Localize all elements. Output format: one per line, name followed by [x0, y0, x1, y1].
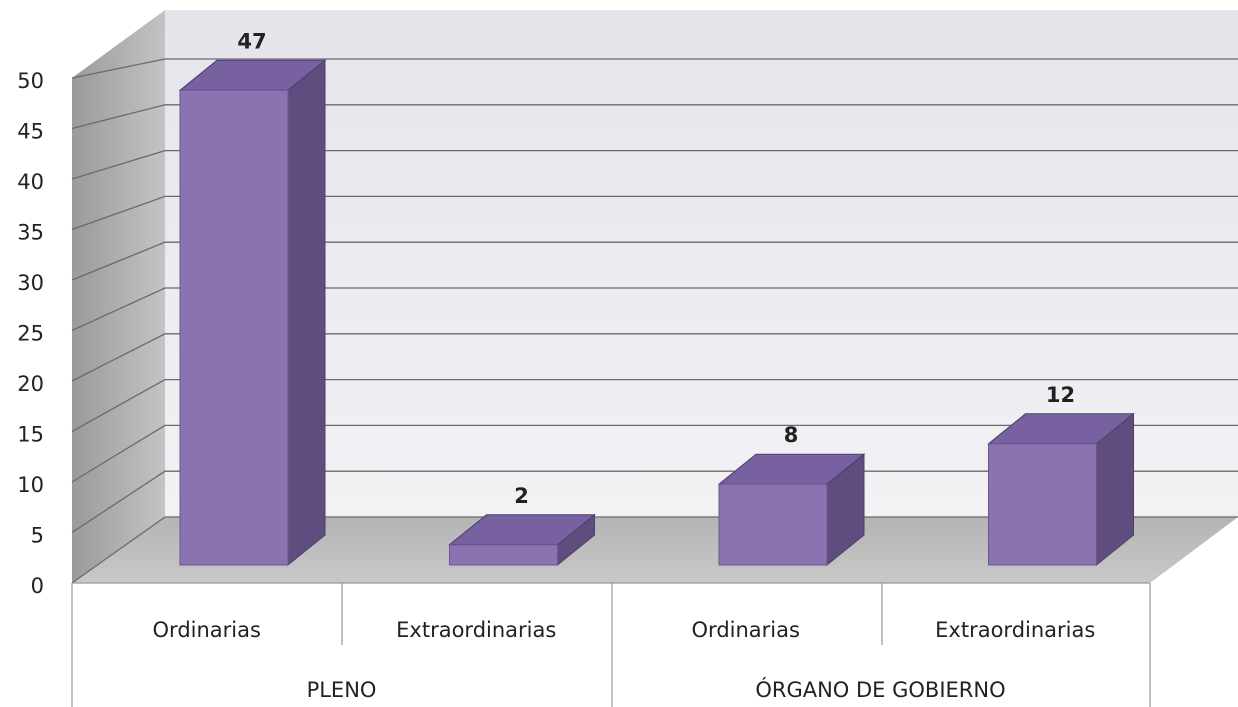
y-tick-label: 5 — [31, 524, 44, 548]
x-tick-label: Extraordinarias — [396, 618, 556, 642]
y-tick-label: 10 — [17, 473, 44, 497]
bar — [178, 59, 327, 567]
bar-side — [287, 59, 326, 567]
bar-front — [718, 483, 828, 566]
y-tick-label: 0 — [31, 574, 44, 598]
grid-line — [71, 378, 1238, 433]
bar — [448, 513, 596, 567]
y-tick-label: 50 — [17, 69, 44, 93]
value-label: 47 — [237, 29, 266, 53]
grid-line — [71, 516, 1238, 584]
grid-line — [71, 333, 1238, 382]
y-tick-label: 20 — [17, 372, 44, 396]
x-tick-label: Extraordinarias — [935, 618, 1095, 642]
side-wall — [72, 10, 165, 583]
grid-line — [71, 470, 1238, 534]
value-label: 8 — [784, 423, 799, 447]
back-wall — [165, 10, 1238, 517]
grid-line — [71, 241, 1238, 281]
grid-line — [71, 104, 1238, 130]
y-tick-label: 15 — [17, 423, 44, 447]
group-label: PLENO — [307, 678, 377, 702]
y-tick-label: 25 — [17, 322, 44, 346]
y-tick-label: 45 — [17, 120, 44, 144]
grid-line — [71, 149, 1238, 180]
group-label: ÓRGANO DE GOBIERNO — [755, 677, 1005, 702]
grid-line — [71, 195, 1238, 231]
bar-front — [988, 443, 1097, 566]
grid-line — [71, 58, 1238, 79]
x-tick-label: Ordinarias — [153, 618, 261, 642]
y-tick-label: 30 — [17, 271, 44, 295]
bar-front — [449, 544, 558, 566]
value-label: 2 — [514, 484, 529, 508]
grid-line — [71, 424, 1238, 483]
bar — [717, 453, 866, 567]
bar — [987, 412, 1135, 567]
y-tick-label: 40 — [17, 170, 44, 194]
grid-line — [71, 287, 1238, 332]
floor — [72, 517, 1238, 583]
value-label: 12 — [1046, 383, 1075, 407]
x-tick-label: Ordinarias — [692, 618, 800, 642]
y-tick-label: 35 — [17, 221, 44, 245]
bar-front — [179, 89, 289, 566]
